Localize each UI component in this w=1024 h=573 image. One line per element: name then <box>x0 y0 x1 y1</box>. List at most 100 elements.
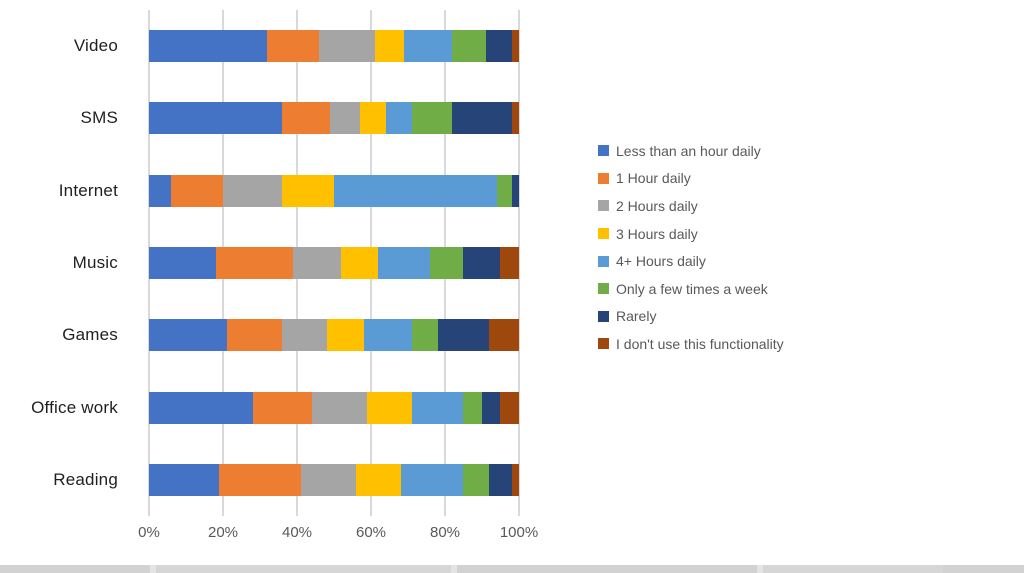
legend-label: 1 Hour daily <box>616 170 691 187</box>
strip-block <box>457 565 757 573</box>
strip-block <box>763 565 943 573</box>
gridline <box>518 10 520 516</box>
legend-item: Less than an hour daily <box>598 137 784 165</box>
stacked-bar <box>149 391 519 424</box>
bar-segment <box>149 102 283 135</box>
bar-segment <box>496 174 512 207</box>
category-label: Reading <box>53 469 118 489</box>
category-label: Internet <box>58 180 118 200</box>
strip-block <box>156 565 451 573</box>
legend-item: Only a few times a week <box>598 275 784 303</box>
bar-segment <box>485 30 512 63</box>
legend-item: 1 Hour daily <box>598 165 784 193</box>
bar-segment <box>341 246 379 279</box>
x-axis: 0% 20% 40% 60% 80% 100% <box>138 524 538 546</box>
x-axis-tick-label: 80% <box>429 524 461 541</box>
bar-segment <box>411 391 464 424</box>
category-label: Games <box>62 325 118 345</box>
bar-segment <box>359 102 386 135</box>
bar-segment <box>282 319 327 352</box>
stacked-bar <box>149 30 519 63</box>
bar-segment <box>293 246 342 279</box>
bar-row <box>149 227 519 299</box>
legend-item: 4+ Hours daily <box>598 247 784 275</box>
legend-swatch-icon <box>598 338 609 350</box>
x-axis-tick-label: 60% <box>355 524 387 541</box>
legend-swatch-icon <box>598 228 609 240</box>
bar-segment <box>226 319 283 352</box>
legend-item: 2 Hours daily <box>598 192 784 220</box>
bar-segment <box>437 319 490 352</box>
legend-item: I don't use this functionality <box>598 330 784 358</box>
bar-segment <box>511 102 519 135</box>
legend-swatch-icon <box>598 200 609 212</box>
bar-segment <box>463 463 490 496</box>
legend-label: 2 Hours daily <box>616 197 698 214</box>
bar-segment <box>363 319 412 352</box>
legend-swatch-icon <box>598 283 609 295</box>
strip-block <box>150 565 156 573</box>
x-axis-tick-label: 0% <box>138 524 160 541</box>
bar-segment <box>171 174 223 207</box>
strip-block <box>451 565 457 573</box>
bar-segment <box>149 391 253 424</box>
bar-segment <box>149 463 220 496</box>
bar-segment <box>500 246 519 279</box>
bar-segment <box>489 319 519 352</box>
bar-segment <box>326 319 364 352</box>
legend-swatch-icon <box>598 310 609 322</box>
bar-segment <box>411 102 453 135</box>
bars-layer <box>149 10 519 516</box>
bar-row <box>149 444 519 516</box>
legend-label: Rarely <box>616 308 657 325</box>
bar-segment <box>149 246 216 279</box>
legend-label: I don't use this functionality <box>616 335 784 352</box>
bar-segment <box>222 174 283 207</box>
legend-label: 4+ Hours daily <box>616 253 706 270</box>
legend-swatch-icon <box>598 145 609 157</box>
legend-label: Less than an hour daily <box>616 142 761 159</box>
bar-segment <box>252 391 312 424</box>
category-label: Office work <box>31 397 118 417</box>
category-label: Video <box>73 36 118 56</box>
legend-swatch-icon <box>598 172 609 184</box>
bar-segment <box>149 319 227 352</box>
bar-segment <box>511 463 519 496</box>
bar-segment <box>378 246 431 279</box>
bar-row <box>149 299 519 371</box>
bar-segment <box>411 319 438 352</box>
x-axis-tick-label: 20% <box>207 524 239 541</box>
bar-segment <box>452 30 486 63</box>
legend: Less than an hour daily 1 Hour daily 2 Hou… <box>598 137 784 358</box>
strip-block <box>757 565 763 573</box>
bar-segment <box>356 463 401 496</box>
stacked-bar <box>149 246 519 279</box>
legend-swatch-icon <box>598 255 609 267</box>
bar-segment <box>404 30 453 63</box>
stacked-bar <box>149 174 519 207</box>
bar-segment <box>511 174 519 207</box>
bar-segment <box>500 391 519 424</box>
bar-row <box>149 371 519 443</box>
bar-row <box>149 82 519 154</box>
bar-segment <box>215 246 294 279</box>
bottom-strip <box>0 565 1024 573</box>
strip-block <box>0 565 150 573</box>
stacked-bar <box>149 319 519 352</box>
bar-segment <box>219 463 301 496</box>
bar-segment <box>374 30 405 63</box>
y-axis-category-labels: Video SMS Internet Music Games Office work Rea… <box>0 10 118 516</box>
bar-segment <box>367 391 412 424</box>
category-label: SMS <box>80 108 118 128</box>
legend-item: 3 Hours daily <box>598 220 784 248</box>
bar-segment <box>333 174 497 207</box>
bar-segment <box>511 30 519 63</box>
bar-segment <box>430 246 464 279</box>
bar-segment <box>311 391 368 424</box>
bar-segment <box>149 30 268 63</box>
bar-segment <box>282 174 334 207</box>
bar-segment <box>400 463 464 496</box>
stacked-bar <box>149 463 519 496</box>
bar-segment <box>463 246 501 279</box>
bar-segment <box>267 30 320 63</box>
